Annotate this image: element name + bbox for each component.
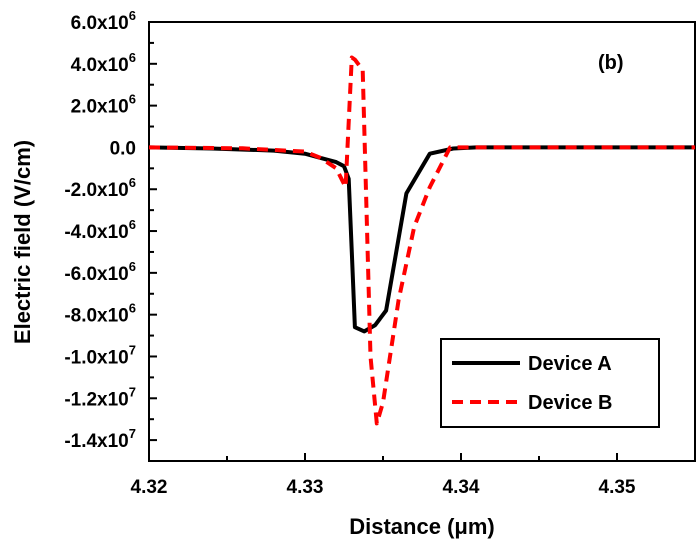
y-tick-label: -1.0x107 bbox=[64, 342, 136, 368]
y-tick-label: 0.0 bbox=[110, 138, 136, 159]
x-tick-label: 4.35 bbox=[599, 477, 636, 498]
legend-label-device-a: Device A bbox=[528, 353, 612, 375]
x-axis-ticks: 4.32 4.33 4.34 4.35 bbox=[131, 453, 696, 498]
legend-box bbox=[440, 338, 660, 428]
y-tick-label: 4.0x106 bbox=[71, 50, 136, 76]
plot-frame bbox=[148, 21, 696, 462]
y-tick-label: -1.2x107 bbox=[64, 384, 136, 410]
x-tick-label: 4.33 bbox=[287, 477, 324, 498]
legend-label-device-b: Device B bbox=[528, 392, 613, 414]
y-tick-label: 6.0x106 bbox=[71, 8, 136, 34]
panel-annotation: (b) bbox=[598, 52, 624, 74]
y-tick-label: 2.0x106 bbox=[71, 92, 136, 118]
x-tick-label: 4.34 bbox=[443, 477, 480, 498]
y-axis-title: Electric field (V/cm) bbox=[10, 140, 35, 344]
x-axis-title: Distance (μm) bbox=[349, 514, 495, 539]
x-tick-label: 4.32 bbox=[131, 477, 168, 498]
series-line-device-b bbox=[148, 55, 695, 426]
y-tick-label: -6.0x106 bbox=[64, 259, 136, 285]
y-tick-label: -8.0x106 bbox=[64, 301, 136, 327]
y-tick-label: -4.0x106 bbox=[64, 217, 136, 243]
y-tick-label: -1.4x107 bbox=[64, 426, 136, 452]
y-axis-ticks: 6.0x106 4.0x106 2.0x106 0.0 -2.0x106 -4.0x106… bbox=[64, 8, 157, 452]
series-line-device-a bbox=[148, 145, 695, 334]
legend: Device A Device B bbox=[440, 338, 660, 428]
y-tick-label: -2.0x106 bbox=[64, 175, 136, 201]
series-layer bbox=[148, 55, 695, 426]
